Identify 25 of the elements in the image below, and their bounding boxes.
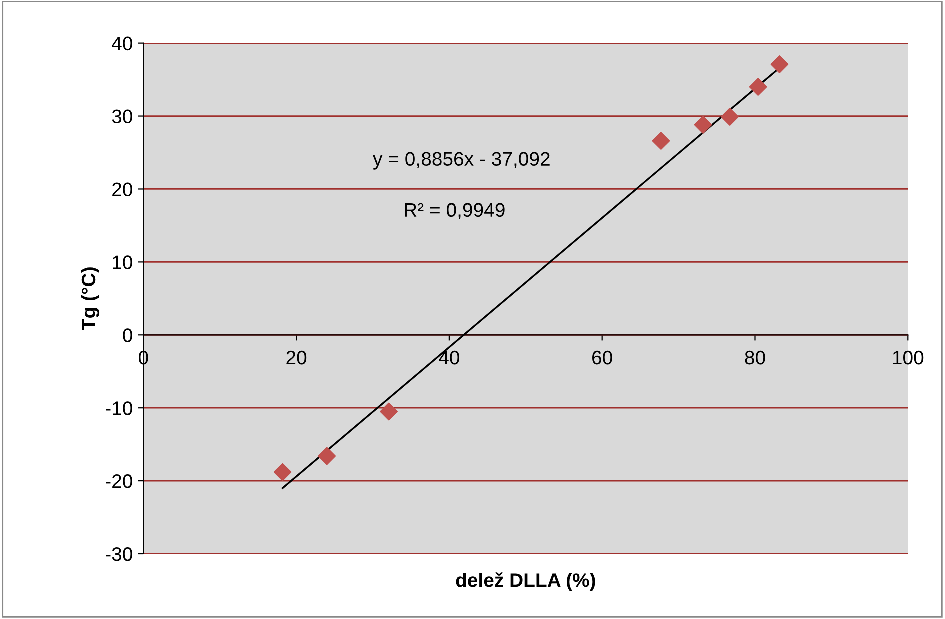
y-tick-label: 40 (112, 36, 132, 51)
annotation: R² = 0,9949 (405, 203, 505, 220)
y-tick-label: 20 (112, 182, 132, 196)
point (749, 78, 768, 96)
point (652, 132, 670, 150)
x-axis-title: delež DLLA (%) (456, 572, 596, 592)
point (721, 108, 739, 126)
x-tick-label: 20 (286, 350, 307, 365)
x-tick-label: 80 (745, 350, 766, 365)
y-tick-label: 0 (123, 328, 132, 342)
y-tick-label: 30 (112, 110, 132, 124)
y-tick-label: -10 (106, 402, 132, 416)
point (274, 463, 292, 482)
x-tick-label: 60 (592, 350, 612, 365)
point (380, 402, 398, 421)
point (694, 116, 712, 134)
y-tick-label: 10 (113, 256, 132, 270)
point (770, 56, 789, 74)
y-tick-label: -20 (106, 474, 132, 488)
x-tick-label: 40 (439, 350, 460, 365)
annotation: y = 0,8856x - 37,092 (373, 152, 550, 170)
x-tick-label: 100 (893, 350, 924, 365)
y-tick-label: -30 (106, 547, 132, 562)
y-axis-title: Tg (°C) (81, 268, 100, 330)
point (318, 447, 336, 466)
